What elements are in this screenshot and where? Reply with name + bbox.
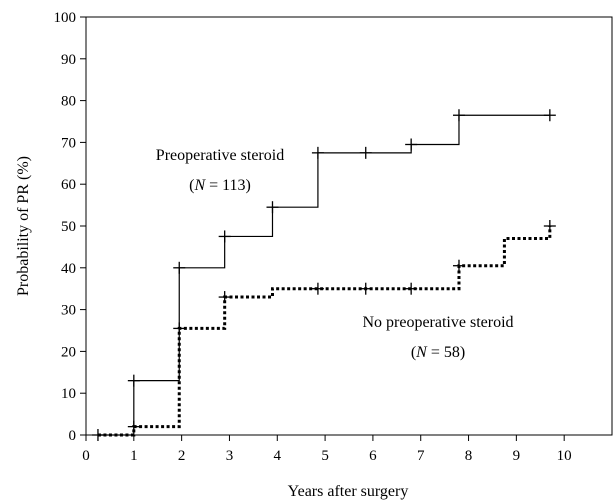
censor-mark — [452, 109, 465, 122]
censor-mark — [359, 146, 372, 159]
censor-mark — [543, 109, 556, 122]
y-tick-label: 90 — [61, 52, 76, 68]
y-axis-ticks: 0 10 20 30 40 50 60 70 80 90 100 — [54, 10, 86, 444]
n-symbol: N — [415, 344, 428, 361]
x-tick-label: 8 — [465, 448, 473, 464]
n-symbol: N — [193, 177, 206, 194]
y-tick-label: 60 — [61, 177, 76, 193]
series-n-no-preoperative: (N = 58) — [411, 344, 465, 361]
x-tick-label: 4 — [274, 448, 282, 464]
censor-mark — [173, 261, 186, 274]
series-n-preoperative: (N = 113) — [189, 177, 251, 194]
n-value: = 113) — [209, 177, 251, 194]
x-tick-label: 10 — [557, 448, 572, 464]
y-tick-label: 70 — [61, 135, 76, 151]
censor-mark — [218, 230, 231, 243]
censor-mark — [359, 282, 372, 295]
series-label-no-preoperative: No preoperative steroid — [362, 314, 513, 331]
censor-mark — [405, 138, 418, 151]
series-layer — [91, 109, 556, 441]
censor-mark — [311, 282, 324, 295]
series-no-preoperative-steroid — [97, 220, 556, 437]
x-tick-label: 9 — [513, 448, 521, 464]
x-tick-label: 7 — [417, 448, 425, 464]
x-tick-label: 5 — [321, 448, 329, 464]
y-tick-label: 50 — [61, 219, 76, 235]
series-label-preoperative: Preoperative steroid — [156, 147, 284, 164]
censor-mark — [266, 201, 279, 214]
censor-mark — [405, 282, 418, 295]
x-tick-label: 3 — [226, 448, 234, 464]
y-tick-label: 0 — [69, 428, 77, 444]
y-tick-label: 10 — [61, 386, 76, 402]
y-tick-label: 80 — [61, 94, 76, 110]
censor-mark — [173, 322, 186, 335]
y-tick-label: 100 — [54, 10, 77, 26]
censor-mark — [452, 259, 465, 272]
censor-mark — [311, 146, 324, 159]
censor-mark — [127, 374, 140, 387]
x-tick-label: 0 — [82, 448, 90, 464]
y-tick-label: 30 — [61, 303, 76, 319]
censor-mark — [218, 291, 231, 304]
y-tick-label: 20 — [61, 344, 76, 360]
n-value: = 58) — [431, 344, 465, 361]
series-line — [97, 114, 550, 436]
censor-mark — [127, 420, 140, 433]
x-axis-ticks: 0 1 2 3 4 5 6 7 8 9 10 — [82, 435, 572, 464]
x-tick-label: 1 — [130, 448, 138, 464]
plot-frame — [85, 16, 613, 436]
y-axis-title: Probability of PR (%) — [15, 156, 32, 296]
x-axis-title: Years after surgery — [288, 483, 409, 500]
x-tick-label: 2 — [178, 448, 186, 464]
x-tick-label: 6 — [369, 448, 377, 464]
censor-mark — [543, 220, 556, 232]
y-tick-label: 40 — [61, 261, 76, 277]
